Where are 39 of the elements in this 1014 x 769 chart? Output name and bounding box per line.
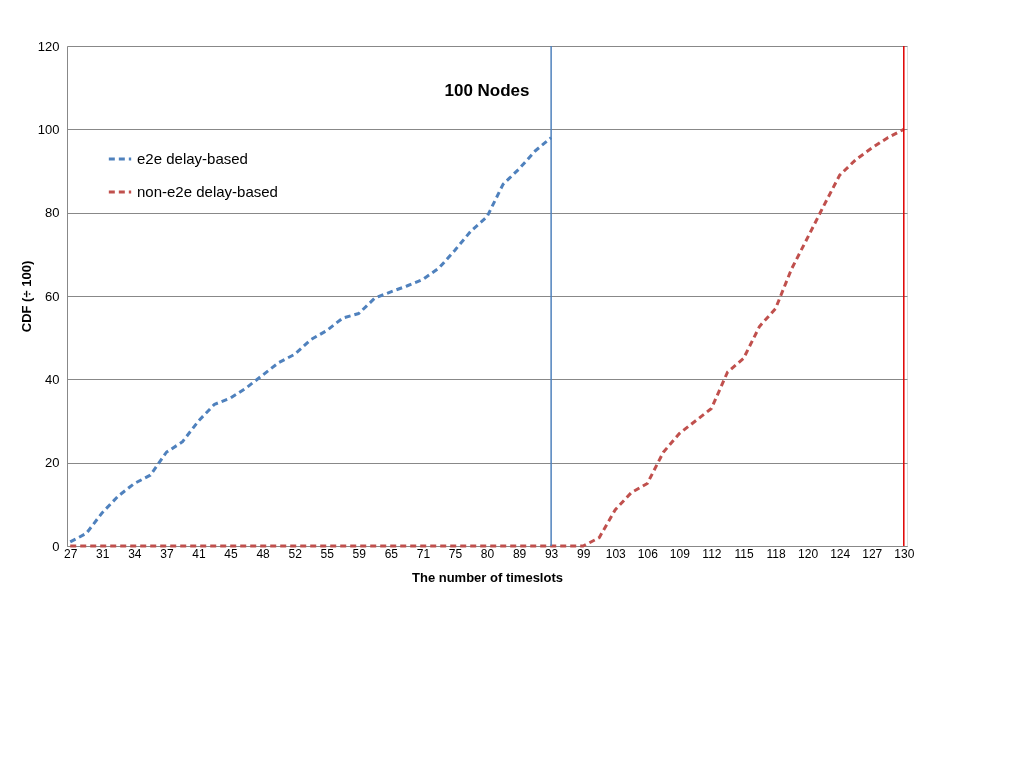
x-tick-label: 115	[734, 546, 754, 561]
x-tick-label: 80	[480, 546, 495, 561]
y-tick-label: 20	[45, 455, 60, 471]
x-tick-label: 55	[320, 546, 335, 561]
y-tick-label: 80	[45, 205, 60, 221]
x-tick-label: 37	[160, 546, 174, 561]
x-tick-label: 120	[798, 546, 819, 561]
x-tick-label: 31	[96, 546, 110, 561]
y-tick-label: 60	[45, 288, 60, 304]
x-tick-label: 99	[577, 546, 591, 561]
legend-label: non-e2e delay-based	[137, 183, 278, 200]
x-tick-label: 41	[192, 546, 206, 561]
x-tick-label: 89	[512, 546, 527, 561]
x-tick-label: 48	[256, 546, 271, 561]
x-tick-label: 93	[544, 546, 559, 561]
x-tick-label: 52	[288, 546, 303, 561]
x-tick-label: 103	[605, 546, 627, 561]
x-tick-label: 34	[128, 546, 142, 561]
x-tick-label: 127	[862, 546, 883, 561]
x-tick-label: 71	[416, 546, 431, 561]
x-tick-label: 124	[830, 546, 851, 561]
x-tick-label: 112	[702, 546, 722, 561]
x-tick-label: 45	[224, 546, 239, 561]
x-tick-label: 59	[352, 546, 367, 561]
text: 100 Nodes	[444, 81, 530, 100]
legend-label: e2e delay-based	[137, 150, 248, 167]
x-tick-label: 75	[448, 546, 463, 561]
y-tick-label: 0	[52, 538, 60, 554]
x-axis-title: The number of timeslots	[412, 569, 563, 585]
y-axis-title: CDF (÷ 100)	[18, 260, 34, 333]
x-tick-label: 106	[637, 546, 659, 561]
x-tick-label: 109	[669, 546, 691, 561]
y-tick-label: 100	[37, 121, 60, 137]
x-tick-label: 130	[894, 546, 915, 561]
x-tick-label: 118	[766, 546, 786, 561]
y-tick-label: 40	[45, 371, 60, 387]
x-tick-label: 65	[384, 546, 399, 561]
x-tick-label: 27	[64, 546, 78, 561]
y-tick-label: 120	[37, 38, 60, 54]
